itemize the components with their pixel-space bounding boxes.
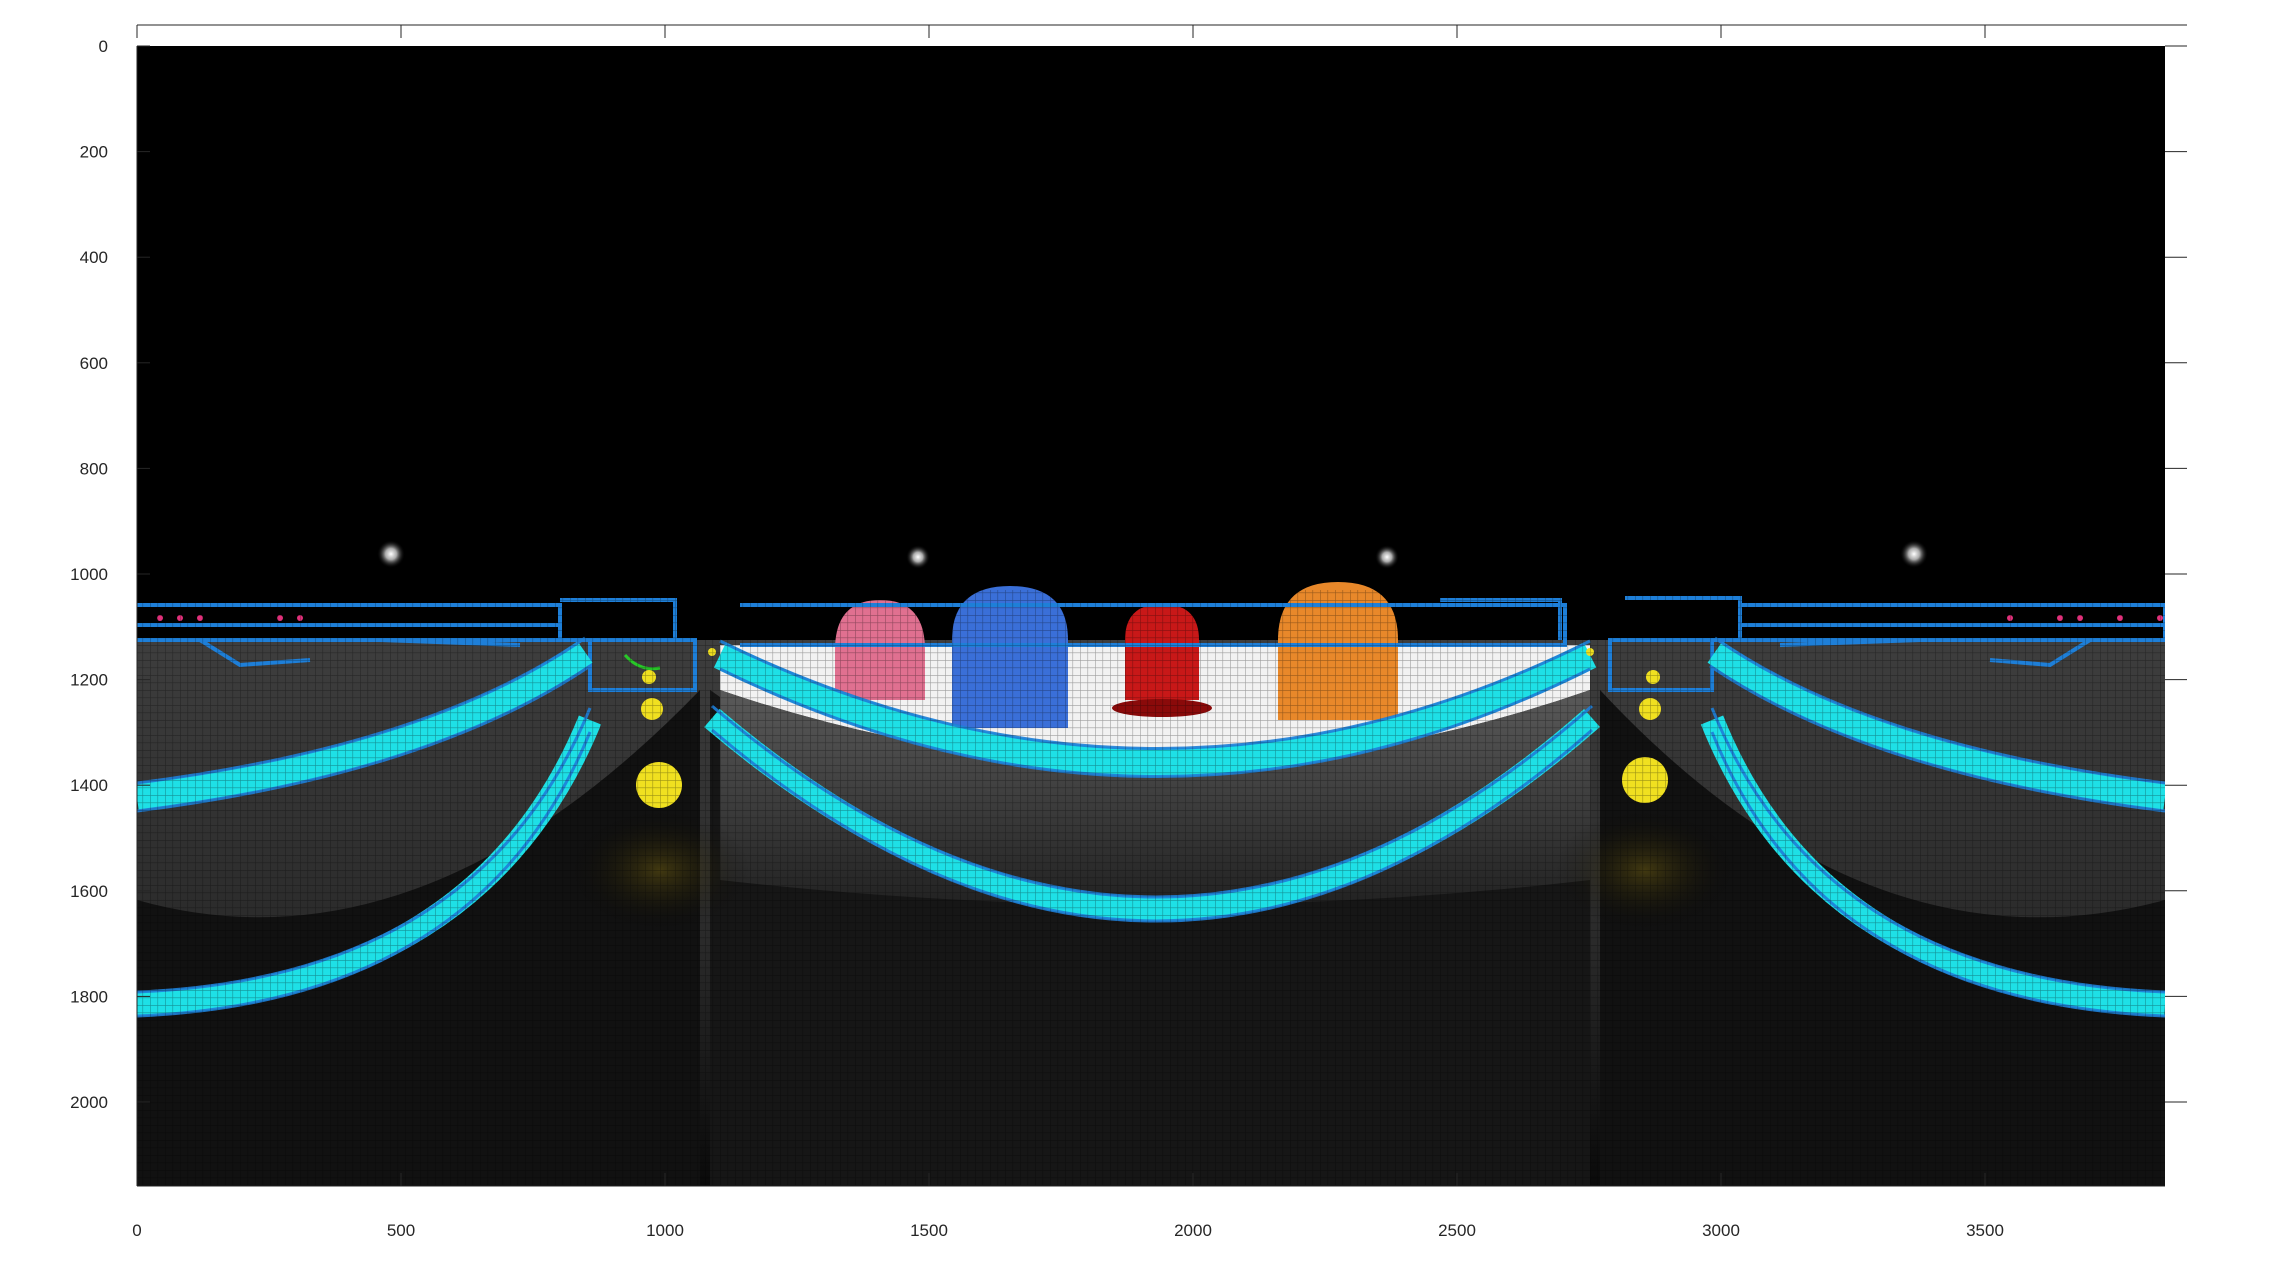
ceiling-light	[1900, 540, 1928, 568]
ceiling-lights	[377, 540, 1928, 569]
y-tick-label: 1400	[70, 776, 108, 795]
y-tick-label: 400	[80, 248, 108, 267]
y-tick-label: 1000	[70, 565, 108, 584]
x-tick-label: 3000	[1702, 1221, 1740, 1240]
ceiling-light	[377, 540, 405, 568]
ceiling-light	[906, 545, 930, 569]
y-tick-label: 600	[80, 354, 108, 373]
x-tick-label: 1500	[910, 1221, 948, 1240]
y-tick-label: 2000	[70, 1093, 108, 1112]
y-tick-label: 1200	[70, 671, 108, 690]
x-axis: 0 500 1000 1500 2000 2500 3000 3500	[132, 25, 2004, 1240]
x-tick-label: 2000	[1174, 1221, 1212, 1240]
x-tick-label: 500	[387, 1221, 415, 1240]
y-axis: 0 200 400 600 800 1000 1200 1400 1600 1800 2000	[70, 37, 2187, 1112]
x-tick-label: 3500	[1966, 1221, 2004, 1240]
panorama-image	[137, 46, 2165, 1186]
y-tick-label: 0	[99, 37, 108, 56]
y-tick-label: 200	[80, 143, 108, 162]
x-tick-label: 0	[132, 1221, 141, 1240]
y-tick-label: 800	[80, 459, 108, 478]
ceiling-light	[1375, 545, 1399, 569]
y-tick-label: 1800	[70, 987, 108, 1006]
y-tick-label: 1600	[70, 882, 108, 901]
x-tick-label: 1000	[646, 1221, 684, 1240]
x-tick-label: 2500	[1438, 1221, 1476, 1240]
